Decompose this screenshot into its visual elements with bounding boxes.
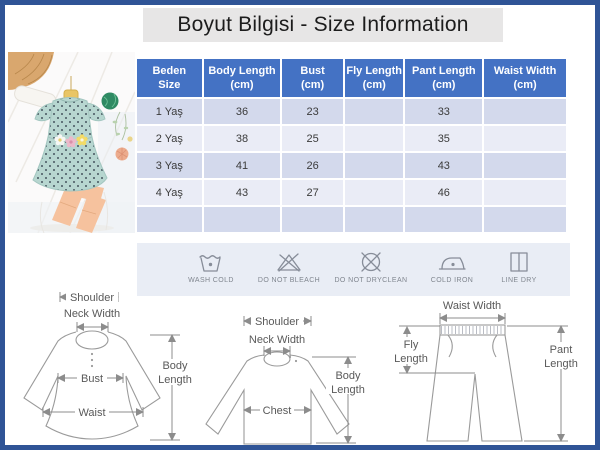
table-cell: 33 — [405, 99, 483, 124]
pants-pant-length-label: Length — [544, 358, 578, 370]
care-item: WASH COLD — [163, 249, 259, 284]
table-cell — [344, 180, 404, 205]
top-chest-label: Chest — [263, 405, 292, 417]
table-cell: 2 Yaş — [137, 126, 202, 151]
pants-fly-length-label: Fly — [404, 339, 419, 351]
care-instructions-strip: WASH COLD DO NOT BLEACH DO NOT DRYCLEAN … — [137, 243, 570, 296]
care-label: WASH COLD — [188, 277, 234, 284]
column-header: Bust (cm) — [282, 59, 343, 97]
pants-measurement-diagram: Waist Width Fly Length Pant Length — [391, 300, 584, 442]
table-row: 1 Yaş 36 23 33 — [137, 99, 566, 124]
size-table: Beden Size Body Length (cm) Bust (cm) Fly Leng… — [135, 57, 568, 234]
table-cell — [484, 207, 566, 232]
care-label: LINE DRY — [501, 277, 537, 284]
table-row: 3 Yaş 41 26 43 — [137, 153, 566, 178]
column-header: Pant Length (cm) — [405, 59, 483, 97]
dress-neck-width-label: Neck Width — [64, 308, 120, 320]
polka-dot-dress — [32, 97, 108, 192]
column-header: Beden Size — [137, 59, 202, 97]
care-item: DO NOT DRYCLEAN — [323, 249, 419, 284]
table-cell — [484, 180, 566, 205]
care-item: DO NOT BLEACH — [241, 249, 337, 284]
table-cell: 1 Yaş — [137, 99, 202, 124]
pants-outline — [426, 324, 523, 442]
dress-measurement-diagram: Shoulder Neck Width Bust Waist Body Leng… — [23, 291, 197, 441]
product-photo — [8, 52, 135, 233]
column-header: Fly Length (cm) — [344, 59, 404, 97]
top-body-length-label: Body — [335, 370, 361, 382]
table-cell — [344, 153, 404, 178]
dress-body-length-label: Length — [158, 374, 192, 386]
care-item: LINE DRY — [471, 249, 567, 284]
do-not-dryclean-icon — [361, 252, 381, 272]
pants-waist-width-label: Waist Width — [443, 300, 501, 312]
line-dry-icon — [510, 252, 528, 272]
table-cell — [484, 153, 566, 178]
table-cell — [203, 207, 281, 232]
table-cell: 27 — [282, 180, 343, 205]
table-header-row: Beden Size Body Length (cm) Bust (cm) Fly Leng… — [137, 59, 566, 97]
table-cell: 43 — [203, 180, 281, 205]
table-cell — [344, 126, 404, 151]
table-row: 4 Yaş 43 27 46 — [137, 180, 566, 205]
table-cell: 4 Yaş — [137, 180, 202, 205]
top-neck-width-label: Neck Width — [249, 334, 305, 346]
do-not-bleach-icon — [277, 253, 301, 272]
table-cell: 23 — [282, 99, 343, 124]
table-cell: 26 — [282, 153, 343, 178]
dress-bust-label: Bust — [81, 373, 103, 385]
top-shoulder-label: Shoulder — [255, 316, 299, 328]
table-cell — [344, 99, 404, 124]
top-outline — [205, 351, 350, 445]
top-body-length-label: Length — [331, 384, 365, 396]
table-cell: 36 — [203, 99, 281, 124]
column-header: Waist Width (cm) — [484, 59, 566, 97]
pants-pant-length-label: Pant — [550, 344, 573, 356]
table-row: 2 Yaş 38 25 35 — [137, 126, 566, 151]
table-cell — [282, 207, 343, 232]
table-cell: 35 — [405, 126, 483, 151]
wash-cold-icon — [199, 255, 221, 272]
table-cell: 43 — [405, 153, 483, 178]
table-cell — [405, 207, 483, 232]
care-label: DO NOT DRYCLEAN — [334, 277, 408, 284]
column-header: Body Length (cm) — [203, 59, 281, 97]
table-cell — [137, 207, 202, 232]
straw-hat-decoration — [8, 52, 54, 90]
table-cell: 38 — [203, 126, 281, 151]
waist-flowers — [54, 134, 88, 148]
dress-waist-label: Waist — [78, 407, 105, 419]
pants-measure-lines — [399, 313, 568, 442]
dress-outline — [23, 330, 161, 440]
dress-shoulder-label: Shoulder — [70, 292, 114, 304]
table-cell — [484, 126, 566, 151]
page-title: Boyut Bilgisi - Size Information — [143, 8, 503, 42]
greenery-decoration — [101, 92, 133, 161]
care-item: COLD IRON — [404, 249, 500, 284]
care-label: COLD IRON — [430, 277, 474, 284]
table-cell: 46 — [405, 180, 483, 205]
table-cell: 41 — [203, 153, 281, 178]
table-cell: 25 — [282, 126, 343, 151]
cold-iron-icon — [438, 257, 466, 270]
pants-fly-length-label: Length — [394, 353, 428, 365]
top-measurement-diagram: Shoulder Neck Width Chest Body Length — [205, 315, 370, 445]
table-cell: 3 Yaş — [137, 153, 202, 178]
table-cell — [344, 207, 404, 232]
table-row — [137, 207, 566, 232]
care-label: DO NOT BLEACH — [257, 277, 321, 284]
table-cell — [484, 99, 566, 124]
dress-body-length-label: Body — [162, 360, 188, 372]
